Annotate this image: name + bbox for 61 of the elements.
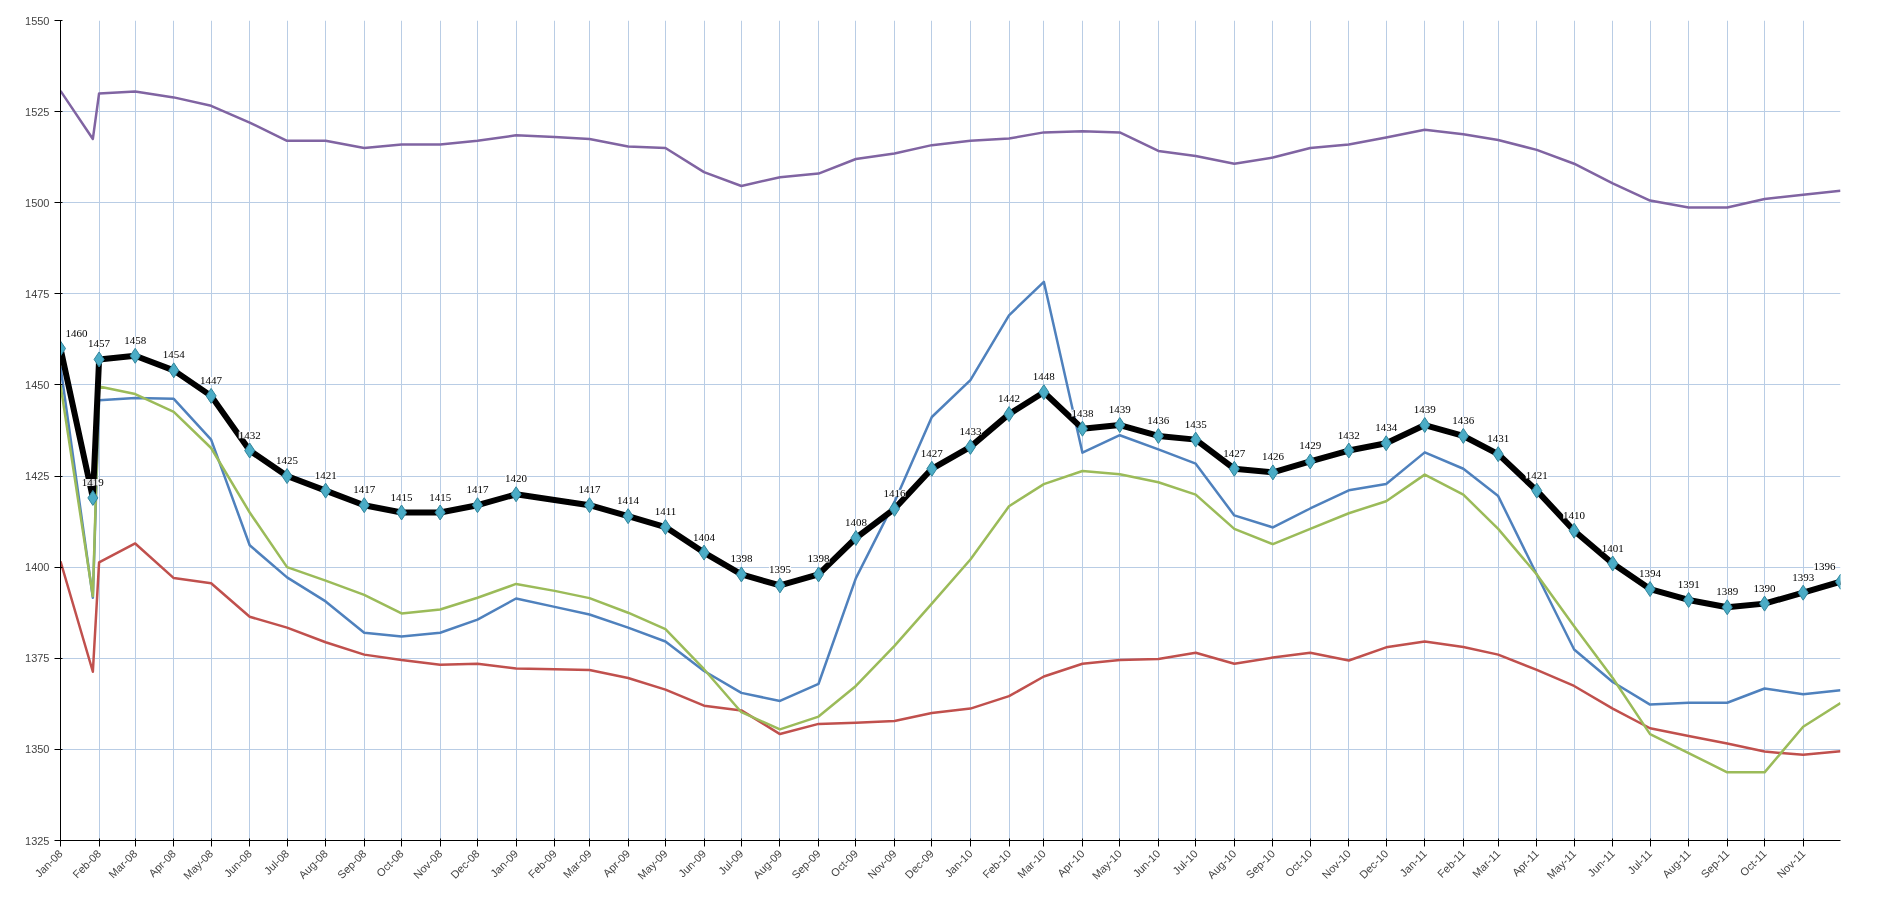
data-label: 1404 <box>693 530 716 543</box>
data-label: 1433 <box>959 424 982 437</box>
line-series <box>60 542 1841 757</box>
data-label: 1460 <box>65 326 88 339</box>
data-label: 1415 <box>390 490 414 503</box>
data-label: 1395 <box>768 563 792 576</box>
data-label: 1391 <box>1677 577 1700 590</box>
data-label: 1429 <box>1299 439 1322 452</box>
line-series <box>60 383 1841 774</box>
data-label: 1425 <box>276 454 299 467</box>
data-label: 1458 <box>124 333 147 346</box>
data-label: 1390 <box>1753 581 1777 594</box>
y-tick-label: 1475 <box>25 287 50 300</box>
data-label: 1427 <box>920 446 944 459</box>
data-label: 1419 <box>81 475 105 488</box>
line-series <box>60 89 1841 209</box>
y-tick-label: 1425 <box>25 470 50 483</box>
data-label: 1421 <box>1525 468 1548 481</box>
data-label: 1414 <box>617 494 640 507</box>
y-tick-label: 1500 <box>25 196 50 209</box>
data-label: 1432 <box>1337 428 1360 441</box>
data-label: 1401 <box>1601 541 1624 554</box>
y-tick-label: 1450 <box>25 378 50 391</box>
data-label: 1432 <box>238 428 261 441</box>
data-label: 1396 <box>1813 559 1836 572</box>
data-label: 1398 <box>807 552 831 565</box>
data-label: 1435 <box>1184 417 1208 430</box>
data-label: 1454 <box>162 348 186 361</box>
y-tick-label: 1400 <box>25 561 50 574</box>
data-label: 1436 <box>1147 413 1170 426</box>
data-label: 1436 <box>1452 413 1475 426</box>
data-label: 1438 <box>1071 406 1094 419</box>
data-label: 1389 <box>1716 585 1739 598</box>
data-label: 1434 <box>1375 421 1398 434</box>
data-label: 1416 <box>883 486 906 499</box>
data-label: 1417 <box>578 483 602 496</box>
data-label: 1426 <box>1261 450 1285 463</box>
data-label: 1411 <box>654 505 677 518</box>
data-label: 1408 <box>844 516 868 529</box>
data-label: 1417 <box>353 483 376 496</box>
data-label: 1439 <box>1413 403 1437 416</box>
y-tick-label: 1525 <box>25 105 50 118</box>
data-label: 1457 <box>88 337 111 350</box>
data-label: 1442 <box>998 392 1020 405</box>
data-label: 1410 <box>1563 508 1586 521</box>
data-label: 1439 <box>1108 403 1132 416</box>
y-tick-label: 1350 <box>25 743 50 756</box>
data-label: 1394 <box>1639 567 1662 580</box>
y-tick-label: 1325 <box>25 834 50 847</box>
y-tick-label: 1375 <box>25 652 50 665</box>
data-label: 1415 <box>429 490 452 503</box>
data-label: 1417 <box>466 483 489 496</box>
data-label: 1421 <box>314 468 337 481</box>
data-label: 1393 <box>1792 570 1815 583</box>
data-label: 1448 <box>1032 370 1056 383</box>
data-label: 1420 <box>505 472 528 485</box>
y-tick-label: 1550 <box>25 14 50 27</box>
data-label: 1398 <box>730 552 753 565</box>
data-label: 1427 <box>1223 446 1246 459</box>
data-label: 1431 <box>1487 432 1510 445</box>
data-label: 1447 <box>200 373 223 386</box>
